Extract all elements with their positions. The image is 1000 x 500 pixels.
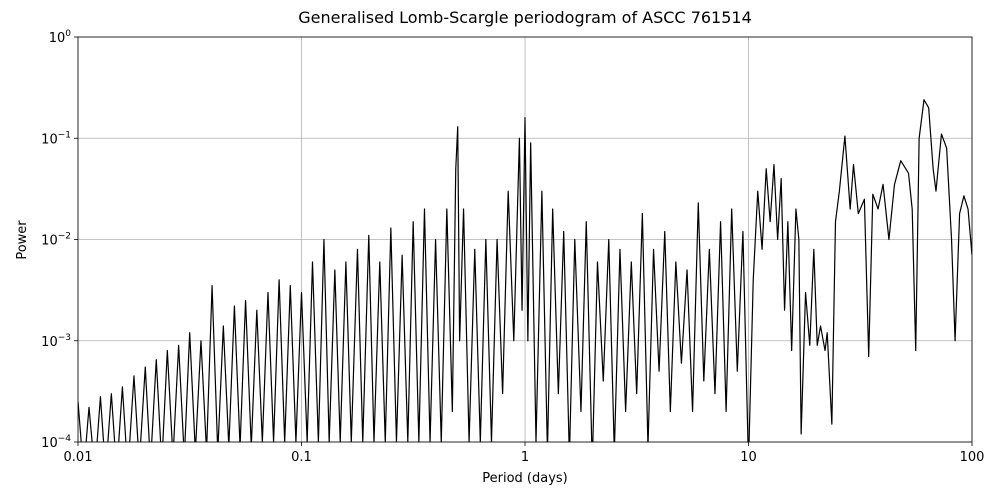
periodogram-line [78,99,972,442]
y-axis-label: Power [15,220,30,260]
chart-title: Generalised Lomb-Scargle periodogram of … [298,8,752,27]
x-axis-label: Period (days) [482,471,568,486]
x-tick-label: 0.01 [64,450,93,465]
y-tick-label: 10−3 [41,333,71,350]
y-tick-label: 10−4 [41,434,71,451]
x-tick-label: 1 [521,450,529,465]
y-tick-label: 10−2 [41,232,71,249]
y-tick-label: 10−1 [41,130,71,147]
x-tick-label: 0.1 [291,450,312,465]
y-tick-label: 100 [49,29,72,46]
x-tick-label: 10 [740,450,757,465]
x-tick-label: 100 [960,450,985,465]
